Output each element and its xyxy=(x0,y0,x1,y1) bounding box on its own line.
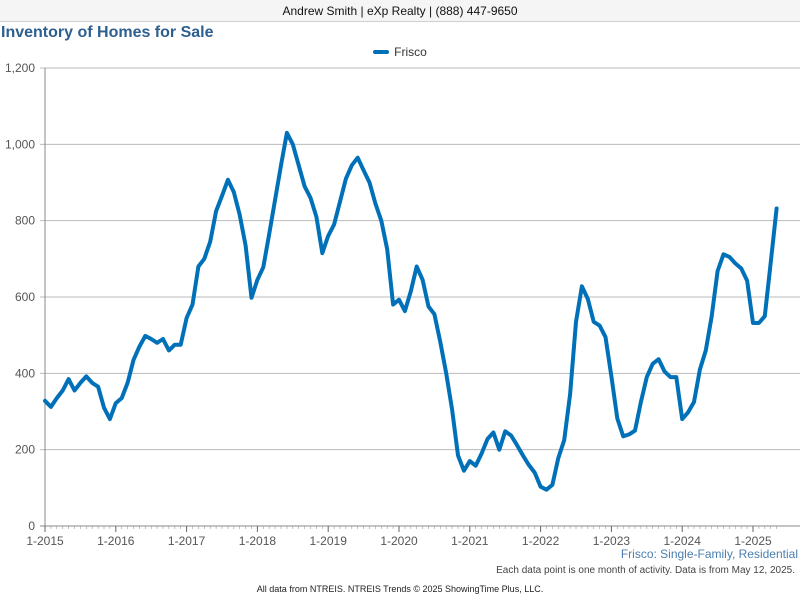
y-tick-label: 1,000 xyxy=(5,137,35,151)
data-note: Each data point is one month of activity… xyxy=(496,565,795,576)
y-axis-labels: 0 200 400 600 800 1,000 1,200 xyxy=(5,61,35,533)
x-tick-label: 1-2022 xyxy=(522,534,560,548)
x-axis: 1-2015 1-2016 1-2017 1-2018 1-2019 1-2020 1-20… xyxy=(26,526,777,548)
legend-label-frisco: Frisco xyxy=(394,45,427,59)
series-layer xyxy=(43,130,779,492)
agent-contact-text: Andrew Smith | eXp Realty | (888) 447-96… xyxy=(282,3,518,18)
y-tick-label: 400 xyxy=(15,366,35,380)
series-line-frisco xyxy=(43,130,779,492)
chart-legend: Frisco xyxy=(0,45,800,59)
x-tick-label: 1-2018 xyxy=(239,534,277,548)
y-tick-label: 800 xyxy=(15,214,35,228)
x-tick-label: 1-2020 xyxy=(380,534,418,548)
chart-subtitle: Frisco: Single-Family, Residential xyxy=(620,547,798,561)
chart-title: Inventory of Homes for Sale xyxy=(1,24,214,41)
x-tick-label: 1-2016 xyxy=(97,534,135,548)
x-tick-label: 1-2017 xyxy=(168,534,206,548)
x-tick-label: 1-2025 xyxy=(734,534,772,548)
agent-banner: Andrew Smith | eXp Realty | (888) 447-96… xyxy=(0,0,800,22)
y-tick-label: 200 xyxy=(15,443,35,457)
y-tick-label: 0 xyxy=(28,519,35,533)
legend-swatch xyxy=(373,50,390,54)
x-tick-label: 1-2019 xyxy=(310,534,348,548)
x-tick-label: 1-2021 xyxy=(451,534,489,548)
x-tick-label: 1-2024 xyxy=(664,534,702,548)
y-tick-label: 600 xyxy=(15,290,35,304)
y-tick-label: 1,200 xyxy=(5,61,35,75)
grid-lines xyxy=(40,67,800,527)
x-tick-label: 1-2023 xyxy=(593,534,631,548)
source-footer: All data from NTREIS. NTREIS Trends © 20… xyxy=(256,584,544,594)
x-tick-label: 1-2015 xyxy=(26,534,64,548)
